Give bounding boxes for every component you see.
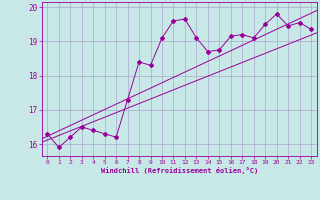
X-axis label: Windchill (Refroidissement éolien,°C): Windchill (Refroidissement éolien,°C): [100, 167, 258, 174]
